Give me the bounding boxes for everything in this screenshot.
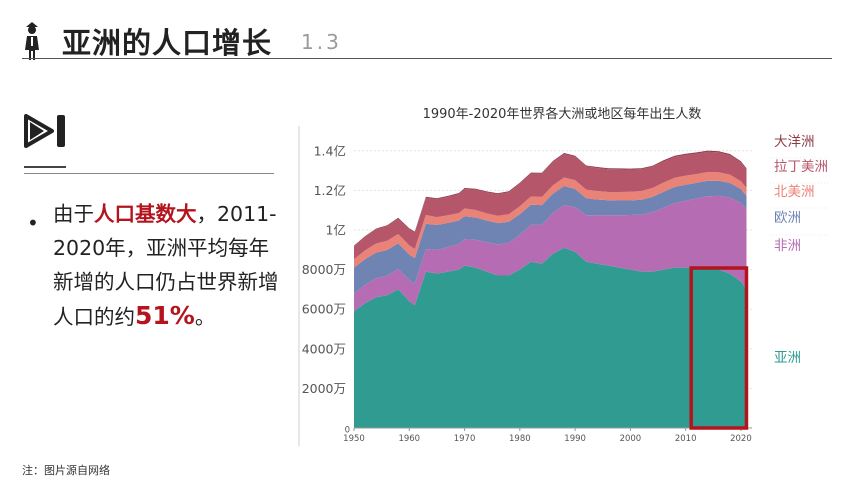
y-tick-label: 1亿 [326,223,346,238]
left-divider [24,173,274,174]
area-north-america [354,172,747,268]
x-tick-label: 1950 [343,434,365,444]
short-divider [24,166,66,168]
legend-asia: 亚洲 [774,350,801,366]
area-africa [354,195,747,312]
area-oceania [354,150,747,247]
legend-latin-america: 拉丁美洲 [774,159,828,175]
bullet-percent: 51% [135,301,195,330]
bullet-text-part1: 由于 [53,202,94,226]
person-icon [25,22,39,60]
y-tick-label: 0 [345,426,350,436]
y-tick-label: 6000万 [302,302,346,317]
bullet-text-part2: ，2011-2020年，亚洲平均每年新增的人口仍占世界新增人口的约 [53,202,279,329]
highlight-box [689,266,749,430]
x-tick-label: 2020 [730,434,752,444]
x-axis: 1950 1960 1970 1980 1990 2000 2010 2020 [343,428,752,444]
legend-north-america: 北美洲 [774,184,815,200]
x-tick-label: 2010 [675,434,697,444]
y-tick-label: 8000万 [302,262,346,277]
play-next-icon [24,114,65,148]
x-tick-label: 1990 [564,434,586,444]
y-axis: 0 2000万 4000万 6000万 8000万 1亿 1.2亿 1.4亿 [302,143,350,435]
y-tick-label: 4000万 [302,341,346,356]
bullet-dot: • [27,211,39,235]
header-divider [22,58,832,59]
section-number: 1.3 [301,30,342,54]
legend-europe: 欧洲 [774,210,801,226]
legend-oceania: 大洋洲 [774,134,815,150]
header: 亚洲的人口增长 1.3 [22,18,832,62]
page-title: 亚洲的人口增长 [62,26,273,60]
bullet-text-part3: 。 [194,305,216,329]
bullet-highlight: 人口基数大 [94,202,197,226]
legend-africa: 非洲 [774,238,801,254]
y-tick-label: 1.4亿 [314,143,346,158]
x-tick-label: 1960 [398,434,420,444]
chart-title: 1990年-2020年世界各大洲或地区每年出生人数 [423,106,702,122]
y-tick-label: 1.2亿 [314,183,346,198]
x-tick-label: 2000 [620,434,642,444]
x-tick-label: 1980 [509,434,531,444]
area-europe [354,180,747,294]
area-layer [354,150,752,429]
highlight-layer [689,266,749,430]
area-latin-america [354,151,747,260]
area-asia [354,247,747,428]
y-tick-label: 2000万 [302,381,346,396]
bullet-text: 由于人口基数大，2011-2020年，亚洲平均每年新增的人口仍占世界新增人口的约… [53,197,288,334]
x-tick-label: 1970 [454,434,476,444]
footnote: 注：图片源自网络 [22,464,110,477]
